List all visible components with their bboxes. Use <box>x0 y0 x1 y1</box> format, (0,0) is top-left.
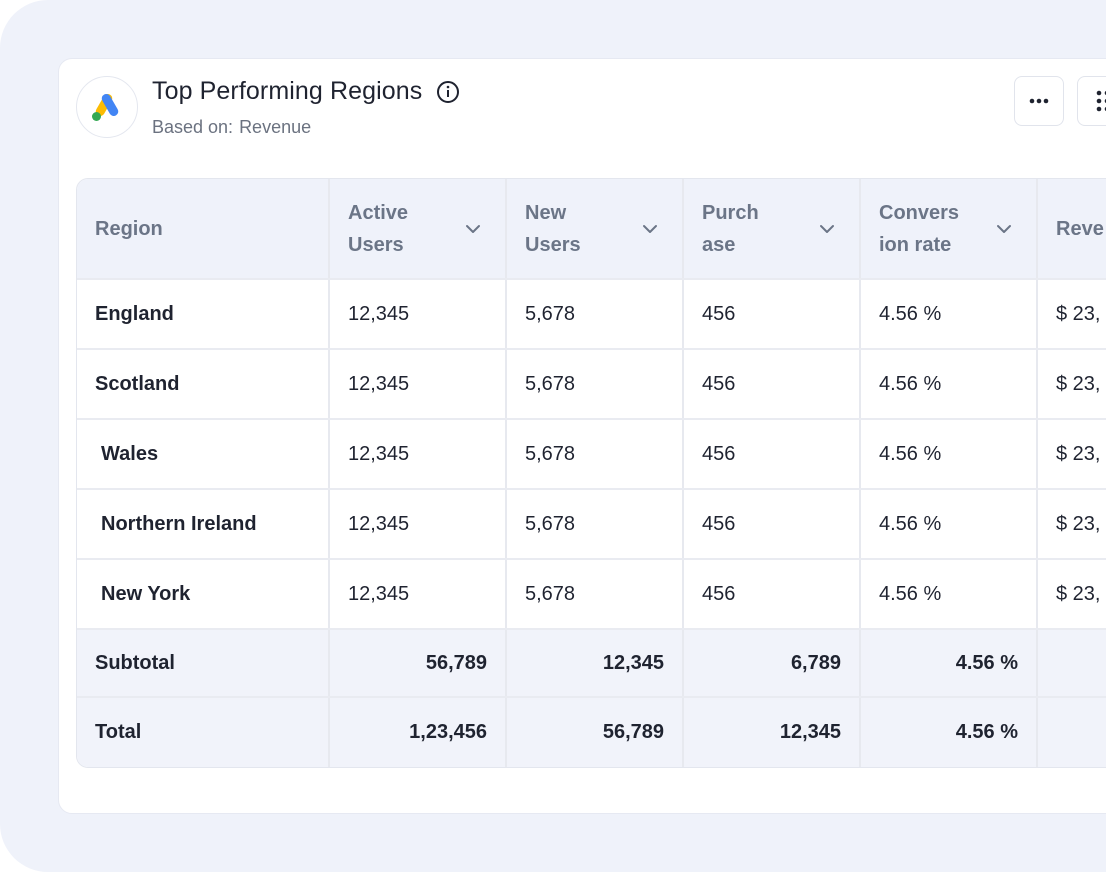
info-icon[interactable] <box>436 80 460 104</box>
table-row[interactable]: England 12,345 5,678 456 4.56 % $ 23, <box>77 279 1106 350</box>
total-conversion-rate: 4.56 % <box>860 697 1038 767</box>
subtitle-label: Based on: <box>152 117 234 137</box>
subtotal-row: Subtotal 56,789 12,345 6,789 4.56 % $ <box>77 629 1106 698</box>
total-active-users: 1,23,456 <box>329 697 507 767</box>
cell-conversion-rate: 4.56 % <box>860 559 1038 630</box>
drag-grid-icon <box>1096 90 1106 112</box>
total-new-users: 56,789 <box>506 697 684 767</box>
cell-new-users: 5,678 <box>506 489 684 560</box>
cell-purchase: 456 <box>683 279 861 350</box>
table-row[interactable]: Scotland 12,345 5,678 456 4.56 % $ 23, <box>77 349 1106 420</box>
subtotal-revenue: $ <box>1037 629 1106 698</box>
more-options-button[interactable] <box>1014 76 1064 126</box>
cell-revenue: $ 23, <box>1037 349 1106 420</box>
cell-region: Wales <box>77 419 330 490</box>
regions-table: Region Active Users New Users <box>76 178 1106 768</box>
cell-active-users: 12,345 <box>329 279 507 350</box>
subtitle-value: Revenue <box>239 117 312 137</box>
title-row: Top Performing Regions <box>152 77 460 106</box>
total-row: Total 1,23,456 56,789 12,345 4.56 % $ <box>77 697 1106 767</box>
google-ads-icon <box>76 76 138 138</box>
subtotal-conversion-rate: 4.56 % <box>860 629 1038 698</box>
column-header-active-users[interactable]: Active Users <box>329 179 507 280</box>
cell-new-users: 5,678 <box>506 419 684 490</box>
drag-handle-button[interactable] <box>1077 76 1106 126</box>
widget-title: Top Performing Regions <box>152 77 423 105</box>
column-header-purchase[interactable]: Purch ase <box>683 179 861 280</box>
chevron-down-icon[interactable] <box>817 219 837 239</box>
cell-revenue: $ 23, <box>1037 489 1106 560</box>
table-row[interactable]: Northern Ireland 12,345 5,678 456 4.56 %… <box>77 489 1106 560</box>
table-row[interactable]: New York 12,345 5,678 456 4.56 % $ 23, <box>77 559 1106 630</box>
cell-new-users: 5,678 <box>506 279 684 350</box>
cell-conversion-rate: 4.56 % <box>860 419 1038 490</box>
cell-active-users: 12,345 <box>329 489 507 560</box>
column-header-conversion-rate[interactable]: Convers ion rate <box>860 179 1038 280</box>
cell-conversion-rate: 4.56 % <box>860 279 1038 350</box>
table-row[interactable]: Wales 12,345 5,678 456 4.56 % $ 23, <box>77 419 1106 490</box>
cell-new-users: 5,678 <box>506 559 684 630</box>
more-horizontal-icon <box>1029 98 1049 104</box>
chevron-down-icon[interactable] <box>640 219 660 239</box>
chevron-down-icon[interactable] <box>994 219 1014 239</box>
cell-revenue: $ 23, <box>1037 419 1106 490</box>
table-header-row: Region Active Users New Users <box>77 179 1106 280</box>
cell-active-users: 12,345 <box>329 349 507 420</box>
cell-region: Scotland <box>77 349 330 420</box>
column-header-new-users[interactable]: New Users <box>506 179 684 280</box>
cell-purchase: 456 <box>683 559 861 630</box>
total-revenue: $ <box>1037 697 1106 767</box>
cell-purchase: 456 <box>683 489 861 560</box>
total-label: Total <box>77 697 330 767</box>
subtotal-active-users: 56,789 <box>329 629 507 698</box>
cell-new-users: 5,678 <box>506 349 684 420</box>
cell-revenue: $ 23, <box>1037 559 1106 630</box>
cell-region: England <box>77 279 330 350</box>
cell-active-users: 12,345 <box>329 559 507 630</box>
cell-region: New York <box>77 559 330 630</box>
column-header-revenue[interactable]: Reve <box>1037 179 1106 280</box>
cell-region: Northern Ireland <box>77 489 330 560</box>
widget-card: Top Performing Regions Based on: Revenue <box>58 58 1106 814</box>
chevron-down-icon[interactable] <box>463 219 483 239</box>
cell-revenue: $ 23, <box>1037 279 1106 350</box>
cell-purchase: 456 <box>683 349 861 420</box>
cell-purchase: 456 <box>683 419 861 490</box>
cell-active-users: 12,345 <box>329 419 507 490</box>
cell-conversion-rate: 4.56 % <box>860 349 1038 420</box>
cell-conversion-rate: 4.56 % <box>860 489 1038 560</box>
subtotal-label: Subtotal <box>77 629 330 698</box>
column-header-region[interactable]: Region <box>77 179 330 280</box>
subtotal-new-users: 12,345 <box>506 629 684 698</box>
subtotal-purchase: 6,789 <box>683 629 861 698</box>
total-purchase: 12,345 <box>683 697 861 767</box>
widget-subtitle: Based on: Revenue <box>152 117 311 138</box>
